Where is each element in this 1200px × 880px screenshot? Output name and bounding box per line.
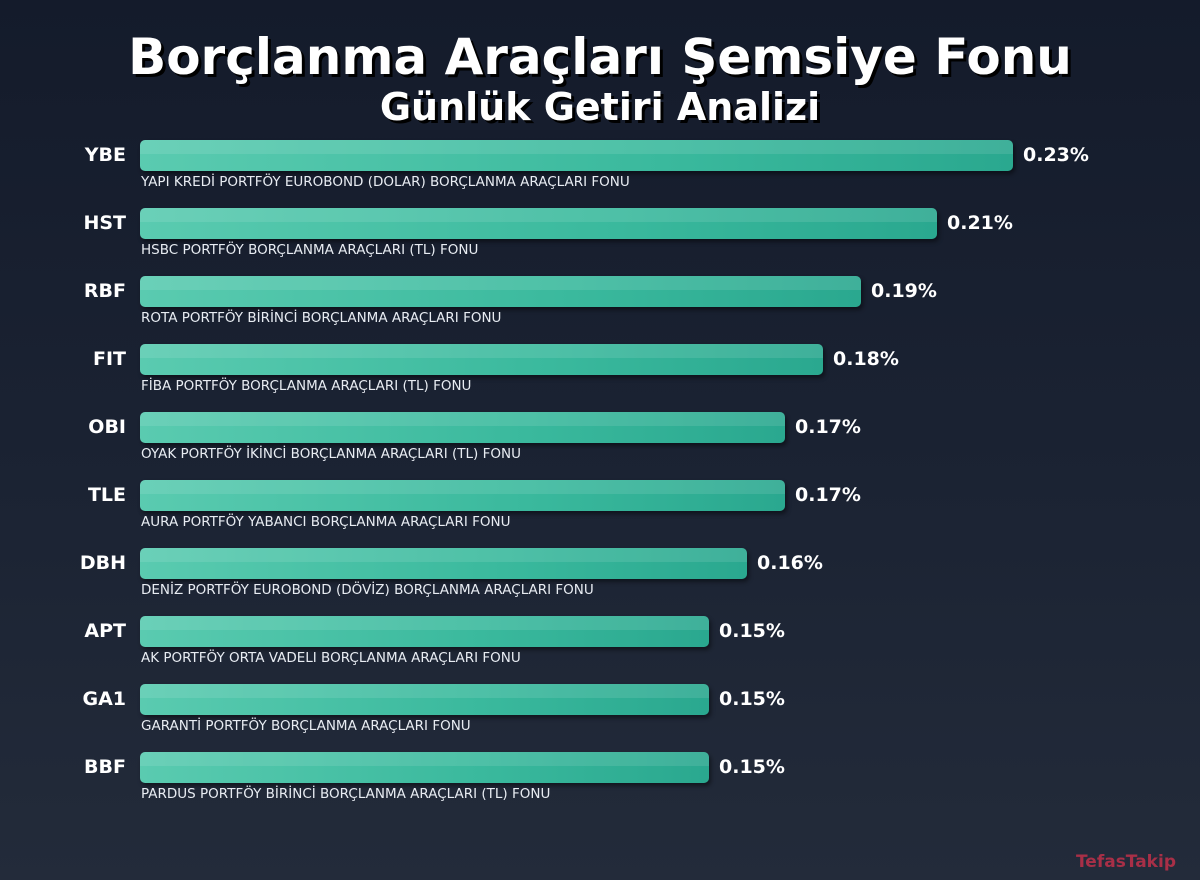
bar (140, 752, 709, 783)
bar (140, 480, 785, 511)
bar (140, 276, 861, 307)
category-label: RBF (83, 280, 126, 302)
chart-subtitle: Günlük Getiri Analizi (379, 85, 821, 129)
data-label: 0.18% (833, 348, 899, 370)
category-label: GA1 (82, 688, 126, 710)
bar (140, 548, 747, 579)
data-label: 0.17% (795, 416, 861, 438)
fund-name: FİBA PORTFÖY BORÇLANMA ARAÇLARI (TL) FON… (141, 378, 472, 394)
bar (140, 344, 823, 375)
watermark: TefasTakip (1075, 852, 1176, 872)
category-label: OBI (88, 416, 126, 438)
category-label: FIT (92, 348, 126, 370)
bar (140, 412, 785, 443)
bar (140, 684, 709, 715)
data-label: 0.21% (947, 212, 1013, 234)
fund-name: HSBC PORTFÖY BORÇLANMA ARAÇLARI (TL) FON… (141, 242, 479, 258)
fund-name: DENİZ PORTFÖY EUROBOND (DÖVİZ) BORÇLANMA… (141, 582, 594, 598)
chart-title: Borçlanma Araçları Şemsiye Fonu (128, 28, 1072, 86)
fund-name: AK PORTFÖY ORTA VADELI BORÇLANMA ARAÇLAR… (141, 650, 521, 666)
fund-name: ROTA PORTFÖY BİRİNCİ BORÇLANMA ARAÇLARI … (141, 310, 502, 326)
category-label: YBE (84, 144, 126, 166)
fund-name: PARDUS PORTFÖY BİRİNCİ BORÇLANMA ARAÇLAR… (141, 786, 551, 802)
category-label: APT (84, 620, 126, 642)
category-label: HST (83, 212, 126, 234)
data-label: 0.16% (757, 552, 823, 574)
data-label: 0.17% (795, 484, 861, 506)
category-label: BBF (84, 756, 126, 778)
category-label: TLE (87, 484, 126, 506)
data-label: 0.19% (871, 280, 937, 302)
data-label: 0.15% (719, 688, 785, 710)
data-label: 0.23% (1023, 144, 1089, 166)
bar (140, 208, 937, 239)
bar (140, 616, 709, 647)
category-label: DBH (79, 552, 126, 574)
bar (140, 140, 1013, 171)
fund-name: YAPI KREDİ PORTFÖY EUROBOND (DOLAR) BORÇ… (141, 174, 630, 190)
data-label: 0.15% (719, 756, 785, 778)
fund-name: OYAK PORTFÖY İKİNCİ BORÇLANMA ARAÇLARI (… (141, 446, 521, 462)
fund-name: AURA PORTFÖY YABANCI BORÇLANMA ARAÇLARI … (141, 514, 511, 530)
data-label: 0.15% (719, 620, 785, 642)
fund-name: GARANTİ PORTFÖY BORÇLANMA ARAÇLARI FONU (141, 718, 471, 734)
